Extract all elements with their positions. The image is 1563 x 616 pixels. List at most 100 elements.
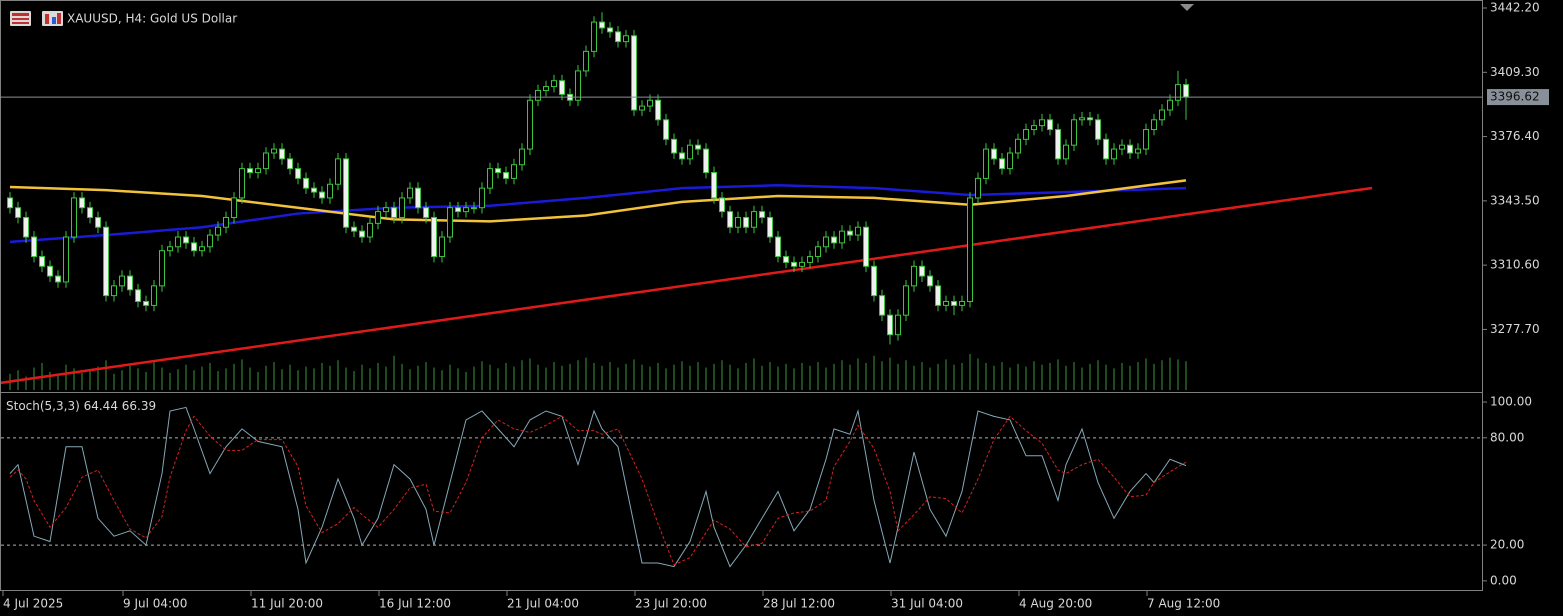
candle-body	[687, 144, 693, 160]
candle-body	[255, 168, 261, 174]
last-price-box	[1487, 89, 1549, 106]
candle-body	[311, 187, 317, 193]
candle-body	[231, 197, 237, 218]
candle-body	[879, 295, 885, 316]
candle-body	[487, 168, 493, 189]
candle-body	[871, 265, 877, 297]
candle-body	[903, 285, 909, 316]
candle-body	[343, 158, 349, 228]
candle-body	[87, 207, 93, 218]
candle-body	[839, 230, 845, 244]
candle-body	[495, 168, 501, 174]
indicator-value: 66.39	[122, 399, 156, 413]
candle-body	[679, 152, 685, 160]
candle-body	[719, 197, 725, 213]
candle-body	[391, 207, 397, 218]
candle-body	[815, 246, 821, 258]
candle-body	[463, 207, 469, 213]
candle-body	[1167, 99, 1173, 111]
indicator-value: 64.44	[84, 399, 118, 413]
candle-body	[1087, 117, 1093, 121]
candle-body	[647, 99, 653, 107]
candle-body	[607, 27, 613, 33]
y-tick-label: 3442.20	[1490, 1, 1540, 15]
icon-part	[45, 14, 49, 24]
symbol-icons	[10, 11, 63, 26]
candle-body	[1015, 138, 1021, 154]
candle-body	[23, 216, 29, 238]
candle-body	[383, 207, 389, 213]
y-tick-label: 3277.70	[1490, 322, 1540, 336]
candle-body	[439, 236, 445, 258]
candle-body	[1135, 148, 1141, 154]
candle-body	[1111, 148, 1117, 160]
candle-body	[239, 168, 245, 199]
shift-marker[interactable]	[1180, 4, 1194, 11]
candle-body	[767, 216, 773, 238]
candle-body	[911, 265, 917, 287]
candle-body	[623, 35, 629, 43]
candle-body	[639, 105, 645, 111]
candle-body	[919, 265, 925, 277]
candle-body	[1143, 129, 1149, 150]
indicator-value: Stoch(5,3,3)	[6, 399, 80, 413]
candle-body	[1047, 119, 1053, 131]
candle-body	[855, 226, 861, 236]
candle-body	[695, 144, 701, 150]
candle-body	[671, 138, 677, 154]
candle-body	[847, 230, 853, 236]
y-tick-label: 100.00	[1490, 395, 1532, 409]
candle-body	[1007, 152, 1013, 170]
candle-body	[319, 191, 325, 199]
candle-body	[1023, 129, 1029, 140]
candle-body	[15, 207, 21, 218]
candle-body	[367, 222, 373, 238]
candle-body	[959, 300, 965, 306]
symbol-title: XAUUSD, H4: Gold US Dollar	[67, 12, 237, 26]
candle-body	[455, 207, 461, 213]
candle-body	[1127, 144, 1133, 154]
icon-part	[12, 18, 29, 20]
candle-body	[327, 183, 333, 199]
icon-part	[52, 17, 56, 24]
candle-body	[1159, 109, 1165, 121]
candle-body	[751, 211, 757, 228]
candle-body	[743, 216, 749, 228]
candle-body	[631, 35, 637, 111]
candle-body	[727, 211, 733, 228]
candle-body	[143, 300, 149, 306]
candle-body	[703, 148, 709, 174]
candle-body	[303, 177, 309, 189]
indicator-label: Stoch(5,3,3) 64.44 66.39	[6, 399, 156, 413]
y-tick-label: 0.00	[1490, 573, 1517, 587]
candle-body	[71, 197, 77, 238]
candle-body	[103, 226, 109, 297]
candle-body	[111, 285, 117, 297]
candle-body	[159, 250, 165, 287]
candle-body	[207, 234, 213, 248]
candle-body	[831, 236, 837, 244]
candle-body	[471, 207, 477, 210]
x-tick-label: 4 Aug 20:00	[1019, 597, 1092, 611]
candle-body	[1103, 138, 1109, 160]
candle-body	[1079, 117, 1085, 121]
candle-body	[263, 152, 269, 170]
candle-body	[1175, 84, 1181, 101]
candle-body	[1071, 119, 1077, 146]
candle-body	[511, 164, 517, 179]
candle-body	[895, 314, 901, 336]
candle-body	[295, 168, 301, 179]
candle-body	[951, 300, 957, 306]
candle-body	[1151, 119, 1157, 131]
candle-body	[975, 177, 981, 199]
candle-body	[279, 148, 285, 160]
x-tick-label: 7 Aug 12:00	[1147, 597, 1220, 611]
candle-body	[967, 197, 973, 302]
y-tick-label: 3310.60	[1490, 258, 1540, 272]
candle-body	[887, 314, 893, 336]
candle-body	[991, 148, 997, 160]
candle-body	[55, 275, 61, 283]
candle-body	[775, 236, 781, 258]
candle-body	[807, 256, 813, 263]
